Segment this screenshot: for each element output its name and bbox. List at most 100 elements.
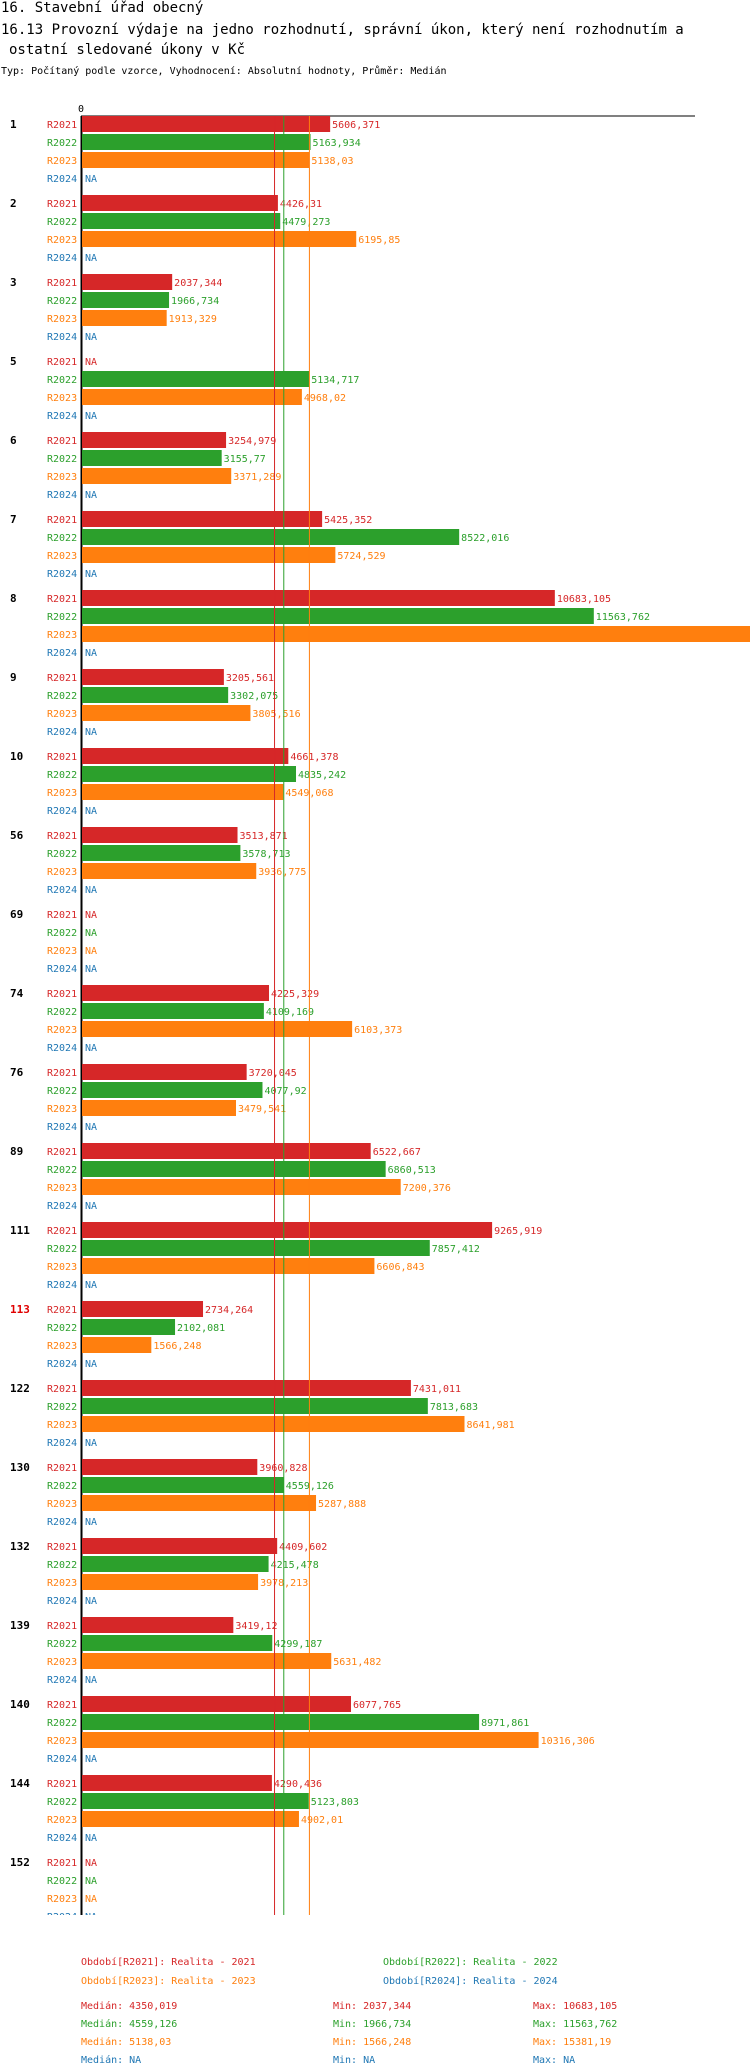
bar-r2022 [82,1161,386,1177]
series-label: R2021 [47,1542,77,1553]
series-label: R2024 [47,253,77,264]
series-label: R2023 [47,551,77,562]
series-label: R2022 [47,849,77,860]
bar-r2023 [82,863,257,879]
na-label: NA [85,1894,97,1905]
na-label: NA [85,569,97,580]
bar-r2022 [82,450,222,466]
data-label: 6077,765 [353,1700,401,1711]
bar-r2023 [82,1179,401,1195]
series-label: R2023 [47,1183,77,1194]
series-label: R2024 [47,411,77,422]
data-label: 6195,85 [358,235,400,246]
bar-r2023 [82,626,750,642]
series-label: R2024 [47,1043,77,1054]
category-label: 111 [10,1224,30,1237]
series-label: R2022 [47,1244,77,1255]
series-label: R2023 [47,1736,77,1747]
series-label: R2023 [47,1815,77,1826]
category-label: 76 [10,1066,24,1079]
category-label: 9 [10,671,17,684]
data-label: 4426,31 [280,199,322,210]
series-label: R2024 [47,1438,77,1449]
data-label: 4409,602 [279,1542,327,1553]
na-label: NA [85,1517,97,1528]
stat-min: Min: NA [333,2055,376,2066]
bar-r2021 [82,590,555,606]
bar-r2021 [82,432,227,448]
series-label: R2021 [47,199,77,210]
series-label: R2022 [47,533,77,544]
na-label: NA [85,1043,97,1054]
series-label: R2023 [47,1894,77,1905]
na-label: NA [85,1912,97,1915]
series-label: R2021 [47,1147,77,1158]
series-label: R2021 [47,1305,77,1316]
data-label: 3205,561 [226,673,274,684]
data-label: 5724,529 [337,551,385,562]
series-label: R2024 [47,1517,77,1528]
bar-r2023 [82,310,167,326]
series-label: R2023 [47,156,77,167]
bar-r2023 [82,1811,299,1827]
chart-title-line2: ostatní sledované úkony v Kč [9,42,246,58]
category-label: 132 [10,1540,30,1553]
bar-r2022 [82,1556,269,1572]
category-label: 140 [10,1698,30,1711]
series-label: R2024 [47,1833,77,1844]
na-label: NA [85,946,97,957]
data-label: 1566,248 [153,1341,201,1352]
series-label: R2022 [47,138,77,149]
series-label: R2024 [47,964,77,975]
bar-r2021 [82,274,173,290]
x-axis-zero-label: 0 [78,104,84,115]
bar-r2023 [82,1021,353,1037]
bar-r2021 [82,116,331,132]
data-label: 3419,12 [235,1621,277,1632]
legend-item: Období[R2021]: Realita - 2021 [81,1957,256,1968]
data-label: 3578,713 [242,849,290,860]
bar-r2023 [82,389,302,405]
stat-median: Medián: 4350,019 [81,2001,178,2012]
series-label: R2022 [47,454,77,465]
data-label: 4479,273 [282,217,330,228]
series-label: R2023 [47,1420,77,1431]
na-label: NA [85,910,97,921]
series-label: R2024 [47,1201,77,1212]
category-label: 139 [10,1619,30,1632]
na-label: NA [85,253,97,264]
series-label: R2021 [47,1779,77,1790]
legend-item: Období[R2022]: Realita - 2022 [383,1957,558,1968]
series-label: R2024 [47,332,77,343]
bar-r2023 [82,1258,375,1274]
data-label: 8522,016 [461,533,509,544]
series-label: R2022 [47,691,77,702]
series-label: R2024 [47,1359,77,1370]
category-label: 1 [10,118,17,131]
bar-chart: 0 1 R2021 5606,371 R2022 5163,934 R2023 5138,03… [10,104,750,1915]
data-label: 3155,77 [224,454,266,465]
data-label: 5287,888 [318,1499,366,1510]
series-label: R2024 [47,648,77,659]
data-label: 11563,762 [596,612,650,623]
bar-r2022 [82,1319,176,1335]
bar-r2021 [82,1143,371,1159]
category-label: 2 [10,197,17,210]
data-label: 6103,373 [354,1025,402,1036]
stat-max: Max: 10683,105 [533,2001,618,2012]
data-label: 2734,264 [205,1305,253,1316]
series-label: R2021 [47,831,77,842]
series-label: R2023 [47,630,77,641]
data-label: 4077,92 [264,1086,306,1097]
series-label: R2022 [47,1639,77,1650]
na-label: NA [85,1876,97,1887]
stat-max: Max: NA [533,2055,576,2066]
data-label: 4109,169 [266,1007,314,1018]
data-label: 7857,412 [432,1244,480,1255]
series-label: R2022 [47,1007,77,1018]
series-label: R2023 [47,867,77,878]
series-label: R2022 [47,1481,77,1492]
series-label: R2024 [47,885,77,896]
na-label: NA [85,1754,97,1765]
stat-median: Medián: NA [81,2055,142,2066]
